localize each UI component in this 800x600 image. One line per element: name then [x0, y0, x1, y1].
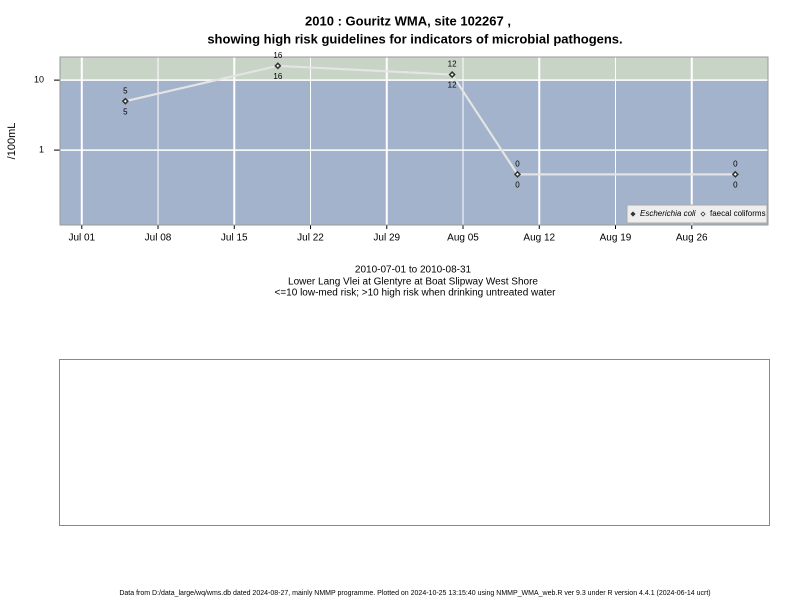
- value-label: 0: [515, 180, 520, 189]
- plot-frame: [59, 56, 769, 226]
- data-point: [732, 171, 738, 177]
- value-label: 0: [515, 159, 520, 168]
- legend-box: [626, 204, 768, 224]
- value-label: 16: [273, 51, 282, 60]
- value-label: 16: [273, 72, 282, 81]
- x-tick-label: Jul 08: [145, 233, 172, 244]
- data-point: [122, 98, 128, 104]
- value-label: 12: [448, 60, 457, 69]
- chart-subtitle: showing high risk guidelines for indicat…: [207, 31, 622, 46]
- value-label: 0: [733, 180, 738, 189]
- y-tick-label: 10: [34, 74, 44, 84]
- x-tick-label: Jul 01: [68, 233, 95, 244]
- high-risk-zone: [60, 57, 768, 81]
- legend-marker: [630, 211, 636, 217]
- x-tick-label: Aug 12: [523, 233, 555, 244]
- value-label: 12: [448, 81, 457, 90]
- legend-marker: [700, 211, 706, 217]
- y-axis-label: /100mL: [6, 123, 18, 160]
- value-label: 0: [733, 159, 738, 168]
- note: <=10 low-med risk; >10 high risk when dr…: [275, 288, 557, 299]
- x-tick-label: Aug 19: [600, 233, 632, 244]
- low-risk-zone: [60, 80, 768, 225]
- note: 2010-07-01 to 2010-08-31: [355, 265, 472, 276]
- x-tick-label: Aug 26: [676, 233, 708, 244]
- note: Lower Lang Vlei at Glentyre at Boat Slip…: [288, 277, 538, 288]
- footer: Data from D:/data_large/wq/wms.db dated …: [119, 590, 710, 597]
- empty-panel: [59, 359, 770, 526]
- data-point: [449, 72, 455, 78]
- legend-label: faecal coliforms: [710, 209, 766, 218]
- x-tick-label: Jul 22: [297, 233, 324, 244]
- x-tick-label: Aug 05: [447, 233, 479, 244]
- value-label: 5: [123, 86, 128, 95]
- data-point: [514, 171, 521, 177]
- x-tick-label: Jul 29: [373, 233, 400, 244]
- value-label: 5: [123, 107, 128, 116]
- legend-label: Escherichia coli: [640, 209, 696, 218]
- y-tick-label: 1: [39, 144, 44, 154]
- chart-title: 2010 : Gouritz WMA, site 102267 ,: [305, 13, 511, 28]
- x-tick-label: Jul 15: [221, 233, 248, 244]
- data-point: [275, 63, 281, 69]
